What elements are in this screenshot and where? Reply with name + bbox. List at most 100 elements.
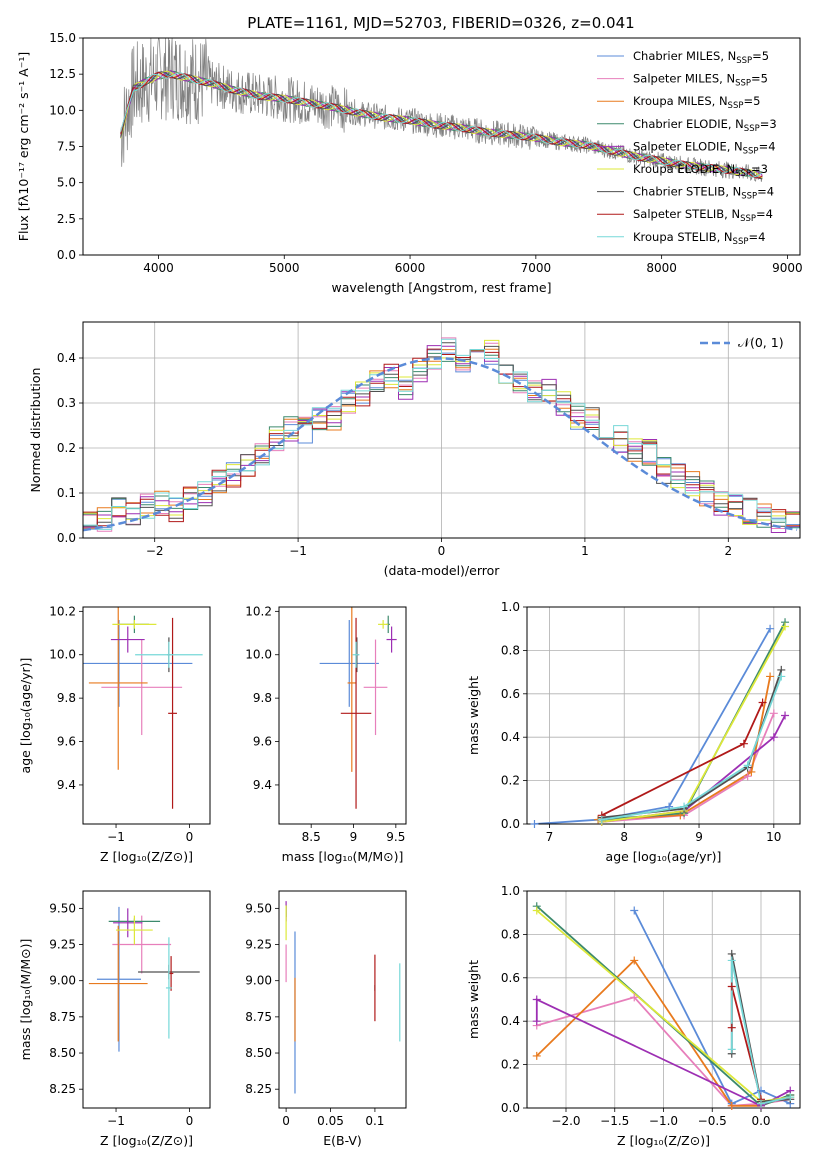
plot-area xyxy=(120,38,763,183)
plus-marker xyxy=(777,672,786,681)
plus-marker xyxy=(758,698,767,707)
x-tick-label: −2.0 xyxy=(551,1114,580,1128)
x-axis-label: wavelength [Angstrom, rest frame] xyxy=(331,280,551,295)
plus-marker xyxy=(747,767,756,776)
legend-subscript: SSP xyxy=(744,124,760,134)
x-tick-label: 8 xyxy=(620,830,628,844)
y-tick-label: 8.25 xyxy=(245,1082,272,1096)
plus-marker xyxy=(727,1101,736,1110)
panel-spectrum: 4000 5000 6000 7000 8000 9000 0.0 2.5 5.0 7.5 10.0… xyxy=(16,31,803,295)
legend-subscript: SSP xyxy=(733,237,749,247)
y-tick-label: 15.0 xyxy=(49,31,76,45)
plus-marker xyxy=(781,711,790,720)
mass-weight-line xyxy=(601,676,783,821)
legend: 𝒩(0, 1) xyxy=(700,335,784,350)
x-tick-label: 6000 xyxy=(395,261,426,275)
legend-label: Kroupa ELODIE, NSSP=3 xyxy=(633,162,768,179)
x-axis-label: Z [log₁₀(Z/Z⊙)] xyxy=(617,1133,710,1148)
x-tick-label: −0.5 xyxy=(698,1114,727,1128)
y-tick-label: 0.2 xyxy=(501,1058,520,1072)
x-tick-label: 10 xyxy=(766,830,781,844)
plus-marker xyxy=(757,1086,765,1095)
mass-weight-line xyxy=(601,626,786,823)
plus-marker xyxy=(630,993,639,1002)
legend-value: =4 xyxy=(757,185,774,199)
panel-age-vs-mass: 8.5 9 9.5 9.4 9.6 9.8 10.0 10.2 mass [log₁₀(M/M⊙… xyxy=(245,604,407,864)
y-tick-label: 12.5 xyxy=(49,67,76,81)
residual-histogram xyxy=(83,338,800,530)
y-tick-label: 9.00 xyxy=(49,974,76,988)
axes-frame xyxy=(82,890,211,1109)
axes-frame xyxy=(526,606,801,825)
plus-marker xyxy=(769,733,778,742)
plus-marker xyxy=(739,739,748,748)
panel-weight-vs-age: 7 8 9 10 0.0 0.2 0.4 0.6 0.8 1.0 age [log₁₀(age/yr… xyxy=(466,600,801,864)
legend-label: Kroupa STELIB, NSSP=4 xyxy=(633,230,765,247)
panel-weight-vs-Z: −2.0 −1.5 −1.0 −0.5 0.0 0.0 0.2 0.4 0.6 0.8 1.0 Z [… xyxy=(466,884,801,1148)
x-tick-label: −1.0 xyxy=(649,1114,678,1128)
y-tick-label: 8.75 xyxy=(49,1010,76,1024)
x-tick-label: −1 xyxy=(107,830,125,844)
axes-frame xyxy=(278,606,407,825)
y-tick-label: 10.2 xyxy=(49,604,76,618)
figure-title: PLATE=1161, MJD=52703, FIBERID=0326, z=0… xyxy=(247,14,634,32)
x-axis-label: mass [log₁₀(M/M⊙)] xyxy=(282,849,404,864)
legend-label: Chabrier MILES, NSSP=5 xyxy=(633,49,769,66)
axes-frame xyxy=(278,890,407,1109)
y-tick-label: 8.75 xyxy=(245,1010,272,1024)
x-tick-label: 0.1 xyxy=(365,1114,384,1128)
plus-marker xyxy=(727,1023,736,1032)
y-tick-label: 10.2 xyxy=(245,604,272,618)
legend-label: 𝒩(0, 1) xyxy=(738,335,784,350)
y-tick-label: 9.6 xyxy=(57,735,76,749)
plus-marker xyxy=(597,815,606,824)
y-tick-label: 1.0 xyxy=(501,600,520,614)
panel-residuals: −2 −1 0 1 2 0.0 0.1 0.2 0.3 0.4 (data-model)/error… xyxy=(28,321,801,578)
x-axis-label: Z [log₁₀(Z/Z⊙)] xyxy=(100,1133,193,1148)
mass-weight-line xyxy=(730,960,791,1105)
panel-age-vs-Z: −1 0 9.4 9.6 9.8 10.0 10.2 Z [log₁₀(Z/Z⊙)] age [… xyxy=(18,604,211,864)
legend-subscript: SSP xyxy=(743,146,759,156)
x-axis-label: (data-model)/error xyxy=(384,563,501,578)
y-tick-label: 7.5 xyxy=(57,140,76,154)
legend-subscript: SSP xyxy=(735,169,751,179)
y-tick-label: 9.50 xyxy=(245,901,272,915)
x-tick-label: 9 xyxy=(695,830,703,844)
x-tick-label: −2 xyxy=(146,544,164,558)
plus-marker xyxy=(680,802,689,811)
legend-subscript: SSP xyxy=(741,192,757,202)
plus-marker xyxy=(766,672,775,681)
y-tick-label: 5.0 xyxy=(57,176,76,190)
x-tick-label: −1 xyxy=(289,544,307,558)
legend-subscript: SSP xyxy=(735,79,751,89)
y-tick-label: 10.0 xyxy=(49,103,76,117)
legend-label: Chabrier ELODIE, NSSP=3 xyxy=(633,117,777,134)
x-tick-label: 7 xyxy=(546,830,554,844)
y-axis-label: Flux [fλ10⁻¹⁷ erg cm⁻² s⁻¹ A⁻¹] xyxy=(16,52,31,241)
y-axis-label: mass weight xyxy=(466,676,481,755)
y-tick-label: 1.0 xyxy=(501,884,520,898)
y-tick-label: 0.8 xyxy=(501,643,520,657)
x-tick-label: 1 xyxy=(581,544,589,558)
y-tick-label: 2.5 xyxy=(57,212,76,226)
legend-label: Chabrier STELIB, NSSP=4 xyxy=(633,185,774,202)
x-axis-label: Z [log₁₀(Z/Z⊙)] xyxy=(100,849,193,864)
x-axis-label: E(B-V) xyxy=(323,1133,362,1148)
y-axis-label: Normed distribution xyxy=(28,368,43,493)
plus-marker xyxy=(743,761,752,770)
y-tick-label: 0.4 xyxy=(57,351,76,365)
y-tick-label: 9.8 xyxy=(253,691,272,705)
x-tick-label: 0 xyxy=(282,1114,290,1128)
y-tick-label: 9.25 xyxy=(245,938,272,952)
plot-area xyxy=(527,891,800,1108)
x-tick-label: 0 xyxy=(438,544,446,558)
legend-value: =5 xyxy=(743,94,760,108)
y-tick-label: 9.00 xyxy=(245,974,272,988)
panel-mass-vs-Z: −1 0 8.25 8.50 8.75 9.00 9.25 9.50 Z [log₁₀(Z/Z⊙… xyxy=(18,890,211,1148)
legend-value: =3 xyxy=(760,117,777,131)
axes-frame xyxy=(82,606,211,825)
y-tick-label: 9.25 xyxy=(49,938,76,952)
legend-label: Kroupa MILES, NSSP=5 xyxy=(633,94,760,111)
y-tick-label: 9.4 xyxy=(57,778,76,792)
